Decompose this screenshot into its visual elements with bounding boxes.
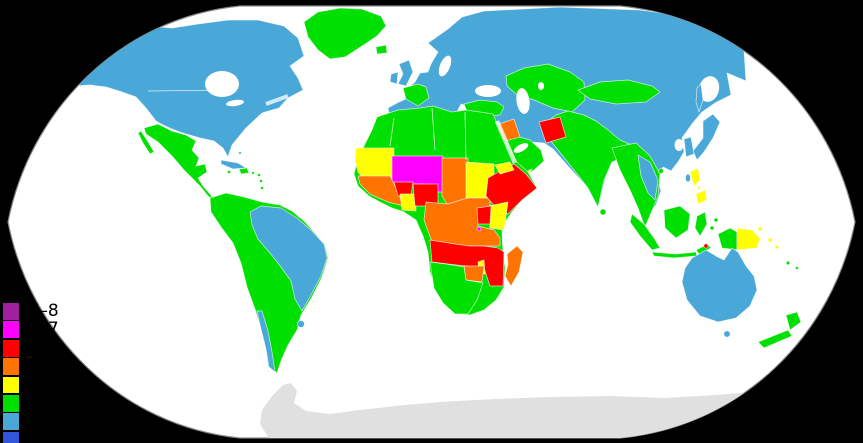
region-uganda <box>476 205 492 225</box>
region-brazil <box>249 205 328 312</box>
region-hispaniola <box>238 167 250 175</box>
region-new-zealand-south <box>757 329 793 349</box>
region-uruguay <box>297 320 305 328</box>
region-japan <box>692 113 721 161</box>
region-luzon <box>689 167 701 187</box>
region-puerto-rico <box>251 171 255 175</box>
legend-swatch-6-7 <box>3 321 19 339</box>
region-afghanistan <box>538 116 567 144</box>
region-mongolia <box>577 79 661 105</box>
region-lesser-antilles-3 <box>260 186 264 190</box>
region-madagascar <box>504 245 524 287</box>
legend-label-6-7: 6–7 <box>28 319 59 340</box>
legend-swatch-4-5 <box>3 358 19 375</box>
legend-label-4-5: 4–5 <box>28 356 59 377</box>
region-lesser-antilles-1 <box>257 173 261 177</box>
region-rwanda-burundi <box>476 226 482 232</box>
legend-label-7-8: 7–8 <box>28 301 59 321</box>
aral-sea <box>538 82 544 90</box>
region-west-africa-coast <box>357 175 405 207</box>
region-sri-lanka <box>599 208 607 216</box>
region-cuba <box>220 159 247 170</box>
legend-swatch-5-6 <box>3 339 19 357</box>
legend-swatch-1-2 <box>3 413 19 431</box>
legend-item-5-6: 5–6 <box>3 340 59 357</box>
region-bahamas <box>238 151 242 155</box>
region-solomon-2 <box>774 244 780 250</box>
legend-swatch-0-1 <box>3 431 19 443</box>
legend: 7–8 6–7 5–6 4–5 3–4 2–3 1–2 0–1 <box>3 303 59 443</box>
region-tasmania <box>723 330 731 338</box>
legend-item-2-3: 2–3 <box>3 395 59 412</box>
region-antarctica <box>260 383 816 438</box>
legend-item-7-8: 7–8 <box>3 303 59 320</box>
region-fiji <box>795 266 799 270</box>
legend-item-3-4: 3–4 <box>3 374 59 395</box>
region-jamaica <box>227 170 231 174</box>
legend-item-1-2: 1–2 <box>3 411 59 432</box>
black-sea <box>475 85 501 97</box>
region-eritrea <box>494 161 515 175</box>
region-sakhalin <box>695 83 704 113</box>
region-aleutians-2 <box>58 85 62 89</box>
region-ghana <box>399 193 417 212</box>
region-taiwan <box>685 173 691 183</box>
region-east-timor <box>703 243 709 249</box>
region-new-zealand-north <box>785 311 802 331</box>
region-moluccas-1 <box>709 225 715 231</box>
region-lesser-antilles-2 <box>259 179 263 183</box>
legend-item-4-5: 4–5 <box>3 358 59 375</box>
region-sulawesi <box>694 211 708 237</box>
region-mexico-central-america <box>143 123 216 202</box>
great-lakes <box>226 99 244 107</box>
legend-swatch-2-3 <box>3 394 19 412</box>
legend-label-3-4: 3–4 <box>28 374 59 395</box>
region-aleutians <box>50 86 54 90</box>
region-france <box>402 83 430 107</box>
region-central-asia <box>505 63 586 113</box>
region-australia <box>681 247 758 323</box>
region-usa-canada <box>67 19 305 158</box>
region-greenland <box>303 7 387 60</box>
yellow-sea <box>674 139 684 151</box>
legend-label-0-1: 0–1 <box>28 429 59 443</box>
hudson-bay <box>205 71 239 97</box>
legend-label-5-6: 5–6 <box>28 337 59 358</box>
region-visayas <box>697 186 701 190</box>
region-thailand-vietnam <box>637 154 659 201</box>
region-bismarck <box>757 226 763 232</box>
caspian-sea <box>516 88 530 114</box>
region-baja <box>137 130 155 155</box>
st-lawrence-gulf <box>265 94 289 106</box>
region-borneo <box>663 205 691 239</box>
red-sea <box>494 120 518 164</box>
region-moluccas-2 <box>713 217 719 223</box>
region-hainan <box>658 168 664 174</box>
region-southern-africa <box>429 261 484 315</box>
region-papua-new-guinea <box>736 227 761 251</box>
country-border-lines <box>147 89 467 161</box>
legend-item-6-7: 6–7 <box>3 319 59 340</box>
region-solomon-1 <box>767 237 773 243</box>
region-iceland <box>375 44 388 55</box>
region-sumatra <box>629 213 661 251</box>
region-vanuatu <box>785 260 791 266</box>
persian-gulf <box>513 143 529 153</box>
region-uk-ireland <box>389 59 414 87</box>
baltic-sea <box>438 55 452 77</box>
region-chile <box>256 310 276 373</box>
sea-of-okhotsk <box>698 76 720 102</box>
legend-swatch-3-4 <box>3 376 19 394</box>
legend-label-1-2: 1–2 <box>28 411 59 432</box>
legend-item-0-1: 0–1 <box>3 429 59 443</box>
legend-label-2-3: 2–3 <box>28 392 59 413</box>
region-mindanao <box>695 189 708 205</box>
region-zimbabwe <box>463 265 485 283</box>
legend-swatch-7-8 <box>3 303 19 320</box>
